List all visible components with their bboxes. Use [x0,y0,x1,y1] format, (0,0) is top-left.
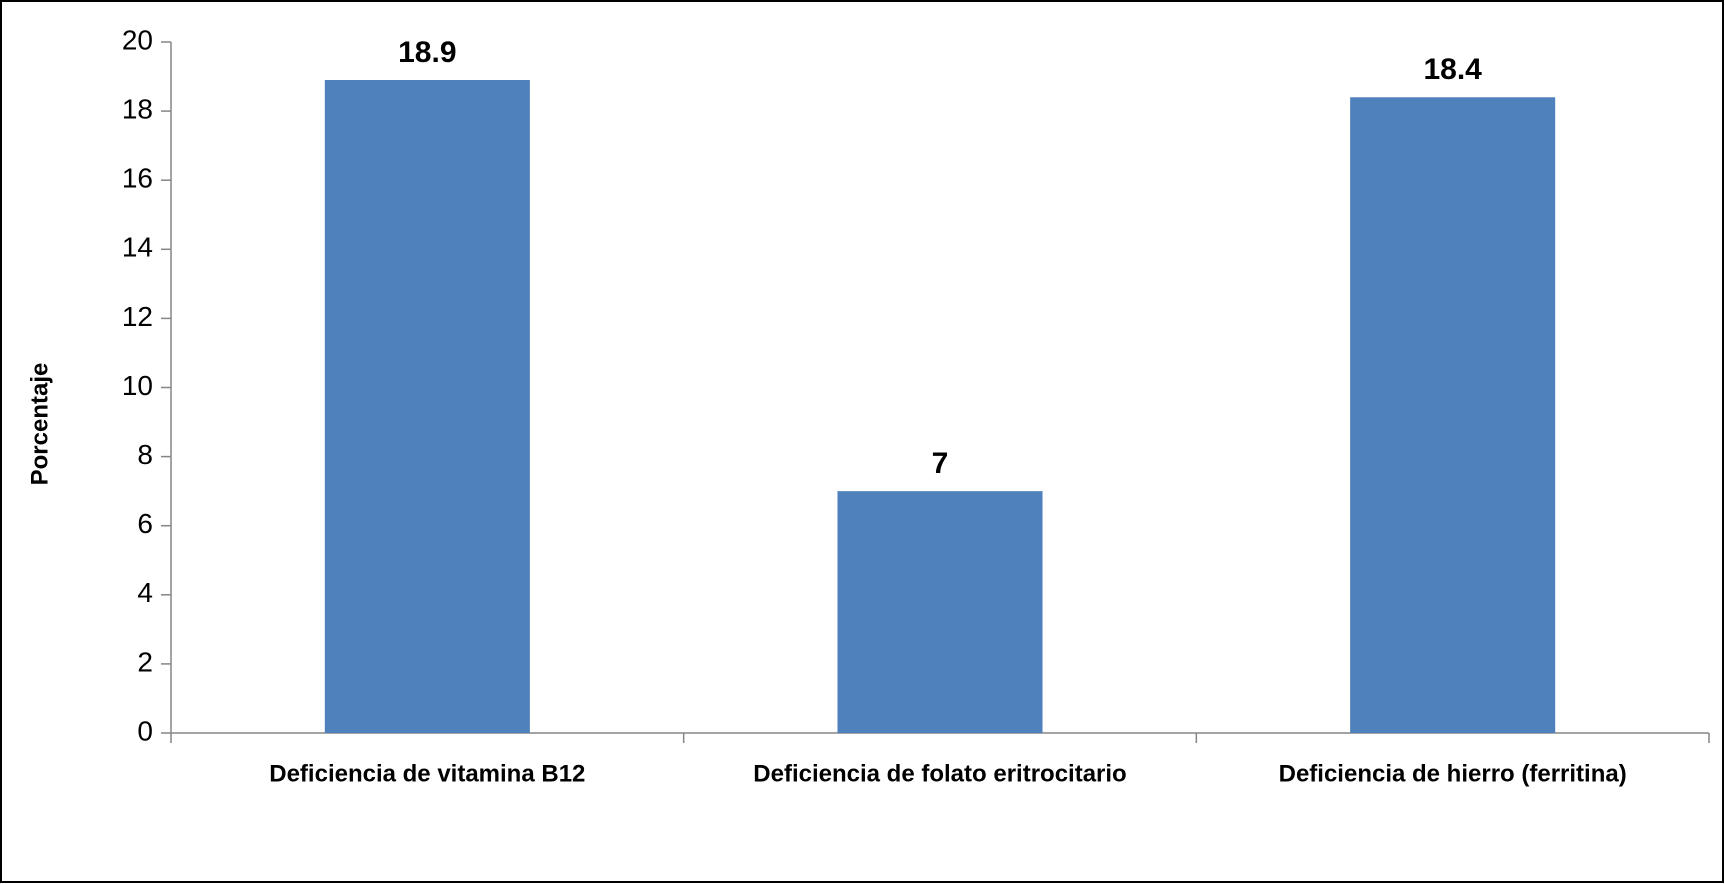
y-tick-label: 6 [137,508,153,539]
y-tick-label: 16 [122,163,153,194]
y-tick-label: 4 [137,577,153,608]
y-axis-label: Porcentaje [26,363,53,486]
y-tick-label: 14 [122,232,153,263]
x-tick-label: Deficiencia de hierro (ferritina) [1279,760,1627,787]
data-label: 18.9 [398,36,456,69]
bar [324,80,530,733]
x-tick-label: Deficiencia de folato eritrocitario [753,760,1126,787]
y-tick-label: 8 [137,439,153,470]
y-tick-label: 2 [137,646,153,677]
y-tick-label: 12 [122,301,153,332]
bar [1350,97,1556,733]
data-label: 18.4 [1423,53,1482,86]
data-label: 7 [932,447,949,480]
y-tick-label: 10 [122,370,153,401]
y-tick-label: 18 [122,93,153,124]
y-tick-label: 20 [122,24,153,55]
y-tick-label: 0 [137,715,153,746]
x-tick-label: Deficiencia de vitamina B12 [269,760,585,787]
bar [837,491,1043,733]
